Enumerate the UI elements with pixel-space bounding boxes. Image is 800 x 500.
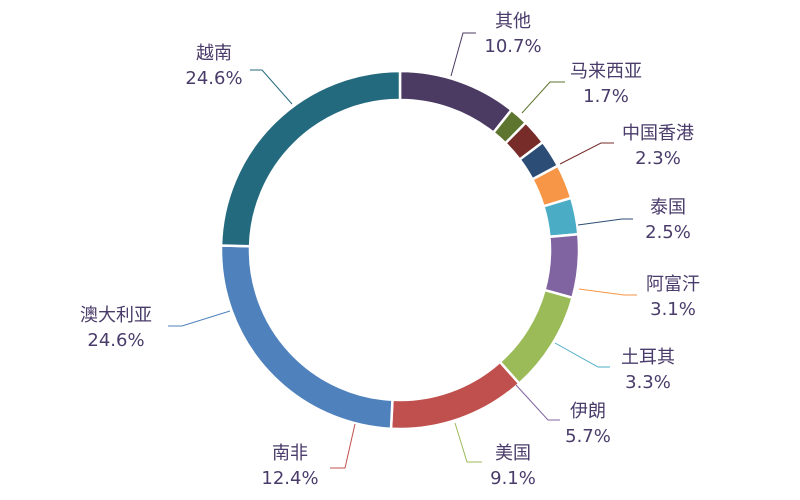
leader-line: [578, 288, 637, 296]
category-label: 阿富汗: [646, 274, 700, 295]
value-label: 2.3%: [635, 148, 681, 169]
category-label: 美国: [495, 443, 531, 464]
leader-line: [450, 32, 476, 77]
value-label: 12.4%: [261, 468, 318, 489]
value-label: 5.7%: [565, 426, 611, 447]
category-label: 越南: [196, 43, 232, 64]
leader-line: [577, 218, 633, 226]
slice-伊朗: [543, 232, 581, 300]
category-label: 南非: [272, 443, 308, 464]
value-label: 24.6%: [87, 330, 144, 351]
category-label: 其他: [495, 11, 531, 32]
category-label: 泰国: [650, 197, 686, 218]
slice-其他: [398, 69, 514, 135]
value-label: 3.1%: [650, 299, 696, 320]
leader-line: [454, 422, 482, 463]
slice-美国: [498, 288, 575, 386]
leader-line: [330, 423, 356, 469]
leader-line: [250, 69, 293, 105]
slice-澳大利亚: [219, 244, 394, 431]
leader-line: [168, 310, 231, 327]
value-label: 3.3%: [625, 372, 671, 393]
category-label: 伊朗: [570, 401, 606, 422]
value-label: 9.1%: [490, 468, 536, 489]
leader-line: [554, 342, 610, 368]
value-label: 1.7%: [583, 86, 629, 107]
slice-土耳其: [541, 196, 580, 239]
category-label: 澳大利亚: [80, 305, 152, 326]
leader-line: [559, 142, 614, 165]
category-label: 中国香港: [622, 123, 694, 144]
value-label: 2.5%: [645, 222, 691, 243]
category-label: 马来西亚: [570, 61, 642, 82]
leader-line: [521, 81, 565, 114]
slice-越南: [219, 69, 402, 248]
value-label: 10.7%: [484, 36, 541, 57]
category-label: 土耳其: [621, 347, 675, 368]
leader-line: [515, 384, 560, 421]
value-label: 24.6%: [185, 68, 242, 89]
slice-南非: [389, 360, 521, 431]
